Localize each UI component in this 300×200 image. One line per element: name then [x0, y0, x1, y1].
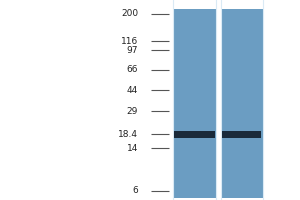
Text: 116: 116 — [121, 37, 138, 46]
Text: 97: 97 — [127, 46, 138, 55]
Text: 14: 14 — [127, 144, 138, 153]
Bar — [174, 131, 214, 138]
Text: 200: 200 — [121, 9, 138, 18]
Text: 44: 44 — [127, 86, 138, 95]
Bar — [222, 131, 261, 138]
Bar — [220, 9, 262, 198]
Text: 18.4: 18.4 — [118, 130, 138, 139]
Text: 6: 6 — [132, 186, 138, 195]
Text: 66: 66 — [127, 65, 138, 74]
Text: 29: 29 — [127, 107, 138, 116]
Bar — [172, 9, 216, 198]
